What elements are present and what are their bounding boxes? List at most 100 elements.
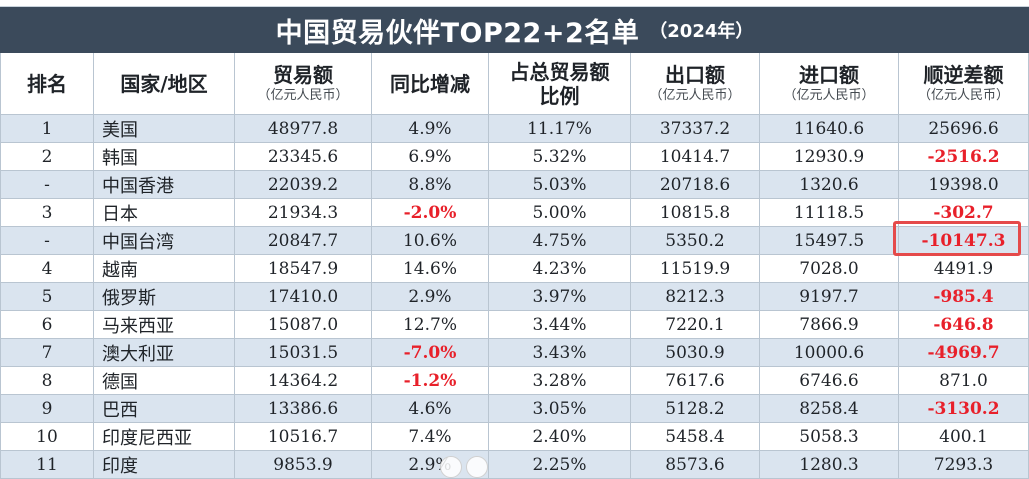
rank-cell: 8 bbox=[0, 367, 94, 395]
header-trade-unit: （亿元人民币） bbox=[257, 87, 349, 103]
balance-cell: 19398.0 bbox=[899, 171, 1029, 199]
trade-table: 排名 国家/地区 贸易额 （亿元人民币） 同比增减 占总贸易额 比例 出口额 （… bbox=[0, 53, 1029, 479]
share-cell: 3.28% bbox=[489, 367, 631, 395]
import-cell: 7028.0 bbox=[760, 255, 899, 283]
import-cell: 11118.5 bbox=[760, 199, 899, 227]
export-cell: 10414.7 bbox=[631, 143, 760, 171]
table-row: 2 韩国 23345.6 6.9% 5.32% 10414.7 12930.9 -2516.2 bbox=[0, 143, 1029, 171]
header-country: 国家/地区 bbox=[94, 53, 235, 115]
header-balance-unit: （亿元人民币） bbox=[917, 87, 1009, 103]
header-import-unit: （亿元人民币） bbox=[783, 87, 875, 103]
country-cell: 印度 bbox=[94, 451, 235, 479]
import-cell: 12930.9 bbox=[760, 143, 899, 171]
share-cell: 5.00% bbox=[489, 199, 631, 227]
table-row: 9 巴西 13386.6 4.6% 3.05% 5128.2 8258.4 -3130.2 bbox=[0, 395, 1029, 423]
country-cell: 中国香港 bbox=[94, 171, 235, 199]
yoy-cell: 8.8% bbox=[372, 171, 489, 199]
export-cell: 5128.2 bbox=[631, 395, 760, 423]
table-row: 4 越南 18547.9 14.6% 4.23% 11519.9 7028.0 4491.9 bbox=[0, 255, 1029, 283]
header-share-label-line2: 比例 bbox=[539, 83, 580, 108]
header-rank-label: 排名 bbox=[27, 71, 67, 96]
rank-cell: 5 bbox=[0, 283, 94, 311]
share-cell: 5.03% bbox=[489, 171, 631, 199]
import-cell: 6746.6 bbox=[760, 367, 899, 395]
share-cell: 2.40% bbox=[489, 423, 631, 451]
balance-cell: -985.4 bbox=[899, 283, 1029, 311]
import-cell: 7866.9 bbox=[760, 311, 899, 339]
balance-cell: 4491.9 bbox=[899, 255, 1029, 283]
rank-cell: 7 bbox=[0, 339, 94, 367]
share-cell: 3.97% bbox=[489, 283, 631, 311]
table-row: 1 美国 48977.8 4.9% 11.17% 37337.2 11640.6 25696.… bbox=[0, 115, 1029, 143]
yoy-cell: 14.6% bbox=[372, 255, 489, 283]
rank-cell: - bbox=[0, 171, 94, 199]
trade-cell: 22039.2 bbox=[235, 171, 372, 199]
balance-cell: 7293.3 bbox=[899, 451, 1029, 479]
header-trade-label: 贸易额 bbox=[273, 62, 333, 87]
trade-cell: 9853.9 bbox=[235, 451, 372, 479]
yoy-cell: 7.4% bbox=[372, 423, 489, 451]
page-subtitle: （2024年） bbox=[649, 21, 754, 42]
yoy-cell: -1.2% bbox=[372, 367, 489, 395]
yoy-cell: 12.7% bbox=[372, 311, 489, 339]
yoy-cell: 10.6% bbox=[372, 227, 489, 255]
table-row: - 中国香港 22039.2 8.8% 5.03% 20718.6 1320.6 19398.… bbox=[0, 171, 1029, 199]
country-cell: 中国台湾 bbox=[94, 227, 235, 255]
header-export: 出口额 （亿元人民币） bbox=[631, 53, 760, 115]
page-title: 中国贸易伙伴TOP22+2名单 bbox=[275, 17, 640, 49]
yoy-cell: -2.0% bbox=[372, 199, 489, 227]
country-cell: 澳大利亚 bbox=[94, 339, 235, 367]
export-cell: 7617.6 bbox=[631, 367, 760, 395]
export-cell: 5458.4 bbox=[631, 423, 760, 451]
table-row: 11 印度 9853.9 2.9% 2.25% 8573.6 1280.3 7293.3 bbox=[0, 451, 1029, 479]
rank-cell: 3 bbox=[0, 199, 94, 227]
rank-cell: 11 bbox=[0, 451, 94, 479]
export-cell: 37337.2 bbox=[631, 115, 760, 143]
trade-cell: 13386.6 bbox=[235, 395, 372, 423]
table-row: 3 日本 21934.3 -2.0% 5.00% 10815.8 11118.5 -302.7 bbox=[0, 199, 1029, 227]
table-body: 1 美国 48977.8 4.9% 11.17% 37337.2 11640.6 25696.… bbox=[0, 115, 1029, 479]
yoy-cell: 2.9% bbox=[372, 283, 489, 311]
header-import-label: 进口额 bbox=[799, 62, 859, 87]
watermark bbox=[440, 455, 600, 479]
trade-cell: 15087.0 bbox=[235, 311, 372, 339]
trade-cell: 10516.7 bbox=[235, 423, 372, 451]
share-cell: 5.32% bbox=[489, 143, 631, 171]
import-cell: 10000.6 bbox=[760, 339, 899, 367]
rank-cell: 1 bbox=[0, 115, 94, 143]
yoy-cell: -7.0% bbox=[372, 339, 489, 367]
header-balance-label: 顺逆差额 bbox=[923, 62, 1004, 87]
rank-cell: - bbox=[0, 227, 94, 255]
trade-cell: 18547.9 bbox=[235, 255, 372, 283]
header-import: 进口额 （亿元人民币） bbox=[760, 53, 899, 115]
country-cell: 越南 bbox=[94, 255, 235, 283]
table-header-row: 排名 国家/地区 贸易额 （亿元人民币） 同比增减 占总贸易额 比例 出口额 （… bbox=[0, 53, 1029, 115]
title-bar: 中国贸易伙伴TOP22+2名单 （2024年） bbox=[0, 7, 1029, 53]
import-cell: 5058.3 bbox=[760, 423, 899, 451]
share-cell: 4.75% bbox=[489, 227, 631, 255]
trade-cell: 21934.3 bbox=[235, 199, 372, 227]
trade-cell: 23345.6 bbox=[235, 143, 372, 171]
trade-cell: 15031.5 bbox=[235, 339, 372, 367]
balance-cell: -2516.2 bbox=[899, 143, 1029, 171]
table-row: 5 俄罗斯 17410.0 2.9% 3.97% 8212.3 9197.7 -985.4 bbox=[0, 283, 1029, 311]
country-cell: 韩国 bbox=[94, 143, 235, 171]
country-cell: 德国 bbox=[94, 367, 235, 395]
rank-cell: 2 bbox=[0, 143, 94, 171]
header-export-label: 出口额 bbox=[665, 62, 725, 87]
trade-cell: 20847.7 bbox=[235, 227, 372, 255]
country-cell: 日本 bbox=[94, 199, 235, 227]
export-cell: 11519.9 bbox=[631, 255, 760, 283]
import-cell: 1320.6 bbox=[760, 171, 899, 199]
import-cell: 9197.7 bbox=[760, 283, 899, 311]
header-yoy: 同比增减 bbox=[372, 53, 489, 115]
table-row: 6 马来西亚 15087.0 12.7% 3.44% 7220.1 7866.9 -646.8 bbox=[0, 311, 1029, 339]
yoy-cell: 4.9% bbox=[372, 115, 489, 143]
balance-cell: -3130.2 bbox=[899, 395, 1029, 423]
balance-cell: 871.0 bbox=[899, 367, 1029, 395]
trade-cell: 14364.2 bbox=[235, 367, 372, 395]
import-cell: 8258.4 bbox=[760, 395, 899, 423]
rank-cell: 4 bbox=[0, 255, 94, 283]
header-yoy-label: 同比增减 bbox=[390, 71, 470, 96]
